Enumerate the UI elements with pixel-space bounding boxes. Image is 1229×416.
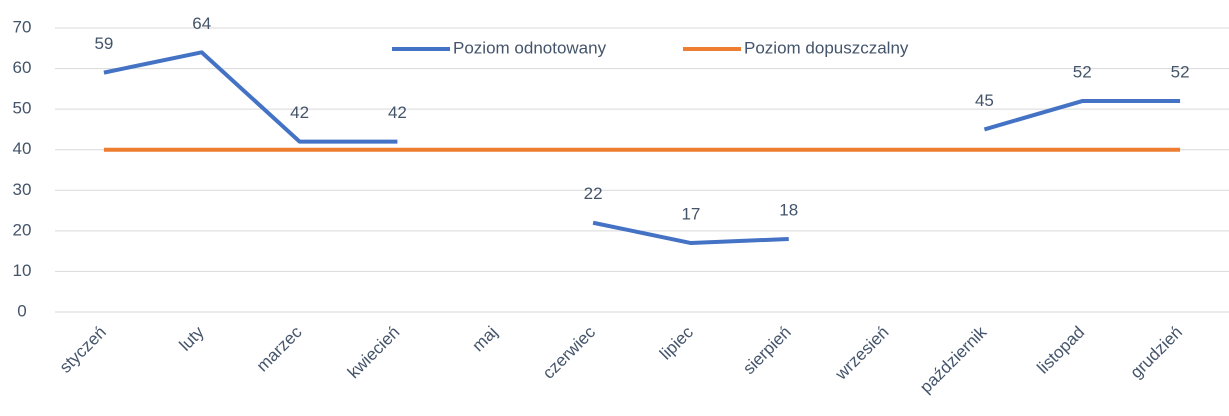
- y-tick-label: 20: [13, 220, 32, 239]
- series-line: [103, 50, 1181, 246]
- y-tick-label: 0: [17, 301, 26, 320]
- data-label: 42: [388, 103, 407, 122]
- data-label: 59: [94, 34, 113, 53]
- data-label: 64: [192, 14, 211, 33]
- y-tick-label: 60: [13, 58, 32, 77]
- x-tick-label: listopad: [1033, 323, 1088, 378]
- x-tick-label: lipiec: [656, 322, 697, 363]
- data-label: 52: [1073, 63, 1092, 82]
- x-tick-label: styczeń: [56, 323, 110, 377]
- x-tick-label: maj: [468, 323, 501, 356]
- data-label: 52: [1171, 63, 1190, 82]
- x-tick-label: grudzień: [1127, 323, 1187, 383]
- data-label: 45: [975, 91, 994, 110]
- x-tick-label: kwiecień: [344, 323, 404, 383]
- x-tick-label: marzec: [253, 322, 306, 375]
- data-label: 22: [584, 184, 603, 203]
- x-tick-label: sierpień: [739, 323, 795, 379]
- x-tick-label: luty: [176, 322, 208, 354]
- y-tick-label: 10: [13, 261, 32, 280]
- y-tick-label: 40: [13, 139, 32, 158]
- y-tick-label: 70: [13, 17, 32, 36]
- data-label: 17: [681, 205, 700, 224]
- y-tick-label: 50: [13, 99, 32, 118]
- x-tick-label: wrzesień: [831, 323, 893, 385]
- data-label: 18: [779, 200, 798, 219]
- legend-label: Poziom odnotowany: [453, 38, 607, 57]
- x-tick-label: październik: [916, 322, 991, 397]
- data-label: 42: [290, 103, 309, 122]
- x-tick-label: czerwiec: [539, 322, 600, 383]
- legend-label: Poziom dopuszczalny: [744, 38, 909, 57]
- y-tick-label: 30: [13, 180, 32, 199]
